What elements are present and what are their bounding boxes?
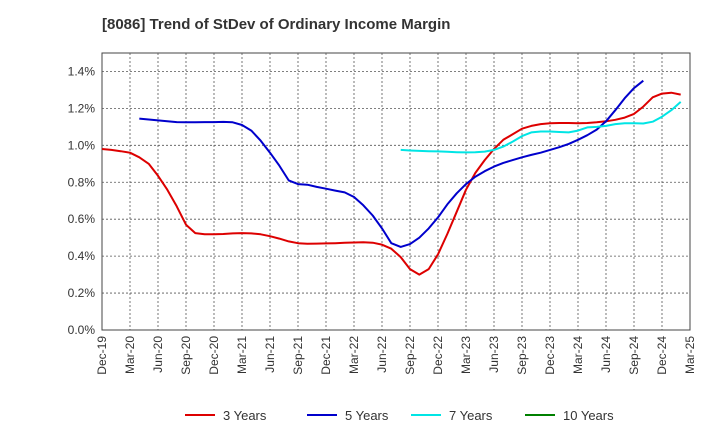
x-tick-label: Dec-24: [655, 336, 669, 375]
legend-item: 3 Years: [185, 408, 267, 423]
legend-label: 7 Years: [449, 408, 493, 423]
legend: 3 Years 5 Years 7 Years 10 Years: [185, 408, 614, 423]
series-line-2: [139, 79, 644, 248]
x-tick-label: Jun-21: [263, 336, 277, 373]
y-tick-label: 0.6%: [68, 212, 96, 226]
x-tick-label: Mar-23: [459, 336, 473, 374]
plot-area: 0.0% 0.2% 0.4% 0.6% 0.8% 1.0% 1.2% 1.4% Dec-19 Ma…: [68, 52, 697, 375]
y-tick-label: 1.0%: [68, 138, 96, 152]
x-tick-label: Mar-24: [571, 336, 585, 374]
x-tick-label: Sep-23: [515, 336, 529, 375]
x-tick-label: Sep-22: [403, 336, 417, 375]
x-tick-label: Sep-24: [627, 336, 641, 375]
x-tick-label: Mar-22: [347, 336, 361, 374]
x-tick-label: Dec-22: [431, 336, 445, 375]
y-tick-label: 0.8%: [68, 175, 96, 189]
legend-item: 5 Years: [307, 408, 389, 423]
y-tick-label: 1.4%: [68, 64, 96, 78]
y-tick-label: 0.2%: [68, 286, 96, 300]
x-tick-label: Jun-23: [487, 336, 501, 373]
x-tick-label: Dec-19: [95, 336, 109, 375]
x-tick-label: Jun-20: [151, 336, 165, 373]
series-line-1: [101, 91, 681, 276]
y-tick-label: 1.2%: [68, 101, 96, 115]
legend-item: 7 Years: [411, 408, 493, 423]
legend-label: 5 Years: [345, 408, 389, 423]
x-tick-label: Mar-25: [683, 336, 697, 374]
x-tick-label: Mar-20: [123, 336, 137, 374]
plot-frame: [101, 52, 691, 331]
legend-label: 10 Years: [563, 408, 614, 423]
x-tick-label: Sep-20: [179, 336, 193, 375]
chart-title: [8086] Trend of StDev of Ordinary Income…: [102, 16, 450, 33]
x-tick-label: Dec-23: [543, 336, 557, 375]
series-line-3: [400, 101, 682, 154]
y-tick-label: 0.4%: [68, 249, 96, 263]
x-tick-label: Dec-20: [207, 336, 221, 375]
y-tick-label: 0.0%: [68, 323, 96, 337]
legend-item: 10 Years: [525, 408, 614, 423]
x-tick-label: Jun-22: [375, 336, 389, 373]
x-tick-label: Sep-21: [291, 336, 305, 375]
x-tick-label: Mar-21: [235, 336, 249, 374]
x-tick-label: Dec-21: [319, 336, 333, 375]
x-tick-label: Jun-24: [599, 336, 613, 373]
legend-label: 3 Years: [223, 408, 267, 423]
